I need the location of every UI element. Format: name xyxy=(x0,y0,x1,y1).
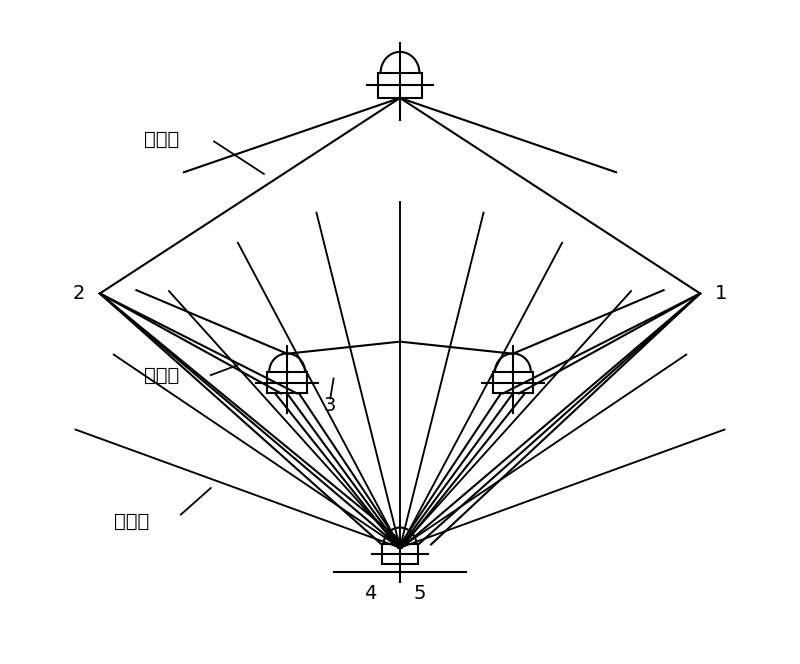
Text: 一分段: 一分段 xyxy=(144,130,180,149)
Bar xyxy=(267,372,307,393)
Text: 1: 1 xyxy=(714,284,727,303)
Bar xyxy=(493,372,533,393)
Bar xyxy=(378,73,422,98)
Text: 5: 5 xyxy=(414,584,426,602)
Text: 2: 2 xyxy=(73,284,86,303)
Text: 二分段: 二分段 xyxy=(144,366,180,384)
Bar xyxy=(382,544,418,564)
Text: 三分段: 三分段 xyxy=(114,512,150,531)
Text: 4: 4 xyxy=(364,584,376,602)
Text: 3: 3 xyxy=(324,396,336,414)
